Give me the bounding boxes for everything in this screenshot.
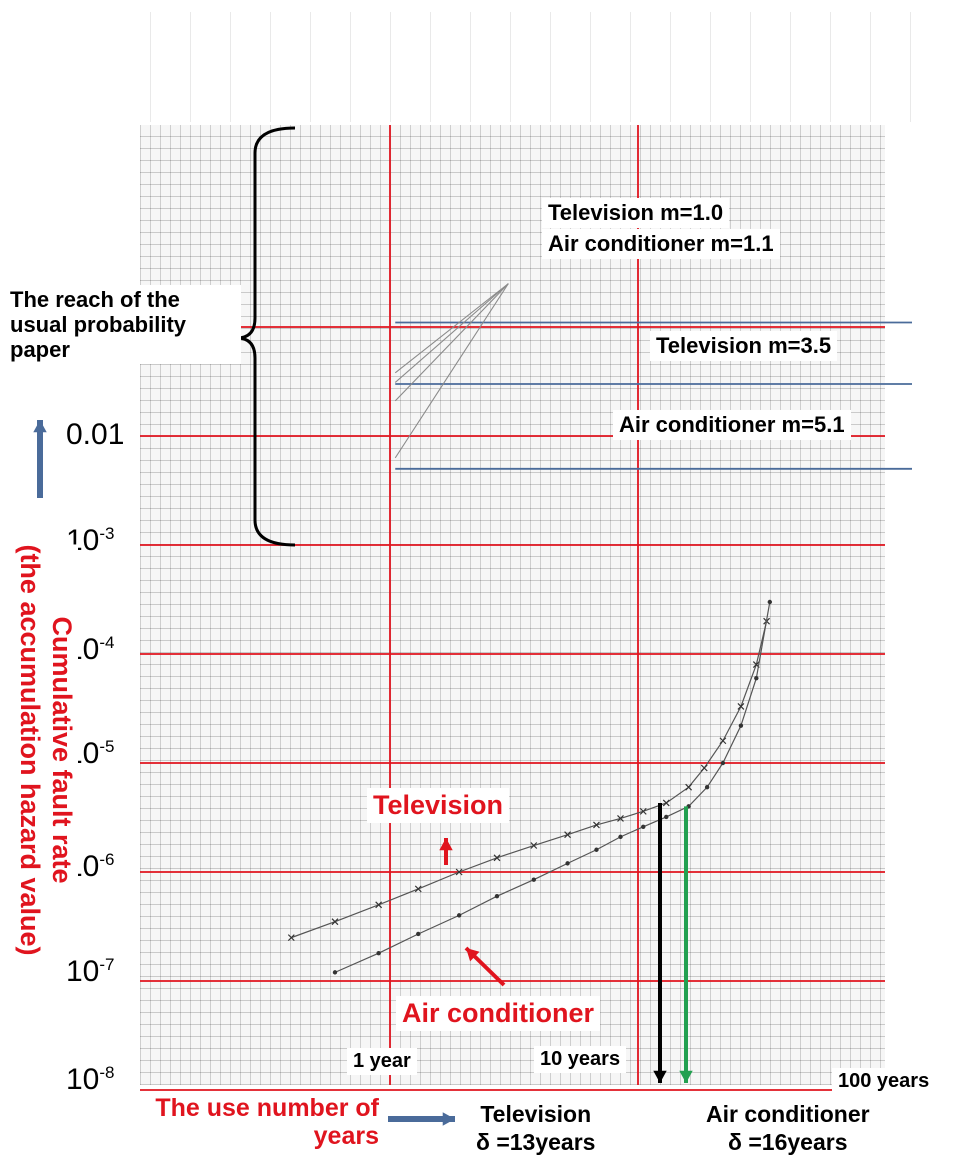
series-0-point-0 — [287, 934, 295, 942]
series-0-point-9 — [617, 815, 624, 822]
x-tick-label-1-year: 1 year — [347, 1048, 417, 1075]
television-lifetime-name: Television — [480, 1101, 592, 1127]
series-1-point-1 — [376, 950, 381, 956]
y-axis-direction-arrow-head — [33, 420, 47, 433]
series-1-point-14 — [738, 723, 744, 728]
m-label-air-conditioner-2: Air conditioner m=5.1 — [613, 410, 851, 440]
slope-guide-line-0 — [394, 283, 509, 459]
reach-annotation-label: The reach of the usual probability paper — [4, 285, 241, 364]
x-tick-label-10-years: 10 years — [534, 1046, 627, 1073]
series-1-point-15 — [754, 675, 759, 681]
m-label-air-conditioner-1: Air conditioner m=1.1 — [542, 229, 780, 259]
y-axis-title: Cumulative fault rate (the accumulation … — [14, 544, 78, 956]
y-axis-title-line1: Cumulative fault rate — [47, 616, 77, 884]
series-1-point-4 — [494, 893, 500, 899]
series-0-point-2 — [375, 901, 383, 909]
air-conditioner-lifetime-label: Air conditioner δ =16years — [700, 1098, 876, 1158]
reach-brace — [236, 126, 296, 547]
series-1-point-0 — [332, 970, 338, 975]
series-1-point-7 — [594, 847, 599, 852]
air-conditioner-lifetime-arrow-head — [679, 1070, 693, 1083]
y-axis-title-wrap: Cumulative fault rate (the accumulation … — [6, 500, 86, 1000]
series-0-point-8 — [593, 821, 600, 829]
series-0-point-5 — [493, 854, 501, 862]
m-label-television-2: Television m=3.5 — [650, 331, 838, 361]
series-0-point-6 — [530, 842, 538, 849]
x-axis-title: The use number of years — [143, 1092, 385, 1152]
air-conditioner-pointer-arrow-head — [466, 948, 480, 962]
probability-paper-background — [140, 125, 885, 1085]
y-tick-label-0: 0.01 — [62, 418, 129, 452]
y-axis-title-line2: (the accumulation hazard value) — [15, 544, 45, 956]
y-tick-label-5: 10-7 — [62, 955, 119, 989]
x-axis-direction-arrow-head — [442, 1112, 455, 1126]
m-label-television-1: Television m=1.0 — [542, 198, 730, 228]
series-line-0 — [291, 621, 768, 939]
series-0-point-11 — [662, 799, 670, 807]
y-tick-label-6: 10-8 — [62, 1063, 119, 1097]
air-conditioner-lifetime-value: δ =16years — [728, 1129, 848, 1155]
slope-guide-line-2 — [394, 283, 509, 383]
series-1-point-5 — [531, 877, 536, 882]
series-1-point-6 — [565, 861, 570, 866]
series-1-point-13 — [720, 760, 726, 766]
series-0-point-1 — [331, 918, 339, 926]
television-lifetime-label: Television δ =13years — [470, 1098, 602, 1158]
series-0-point-14 — [719, 737, 727, 745]
series-0-point-10 — [639, 807, 647, 815]
series-0-point-12 — [685, 783, 693, 791]
series-0-point-4 — [455, 868, 463, 876]
television-pointer-arrow-head — [439, 838, 453, 851]
series-1-point-3 — [456, 913, 462, 918]
x-tick-label-100-years: 100 years — [832, 1068, 936, 1095]
series-0-point-3 — [414, 885, 422, 893]
series-label-television: Television — [367, 788, 510, 823]
series-label-air-conditioner: Air conditioner — [396, 996, 601, 1031]
probability-paper-header-scales — [150, 12, 950, 122]
series-1-point-9 — [641, 824, 646, 829]
television-lifetime-arrow-head — [653, 1070, 667, 1083]
series-0-point-13 — [700, 764, 708, 772]
series-1-point-8 — [618, 834, 623, 840]
series-1-point-12 — [704, 784, 710, 790]
television-lifetime-value: δ =13years — [476, 1129, 596, 1155]
series-1-point-2 — [416, 931, 421, 937]
air-conditioner-lifetime-name: Air conditioner — [706, 1101, 870, 1127]
series-0-point-15 — [737, 703, 745, 710]
slope-guide-line-3 — [394, 283, 509, 374]
series-1-point-10 — [664, 814, 669, 820]
series-1-point-16 — [767, 599, 773, 605]
series-0-point-7 — [564, 831, 571, 839]
slope-guide-line-1 — [394, 283, 509, 402]
